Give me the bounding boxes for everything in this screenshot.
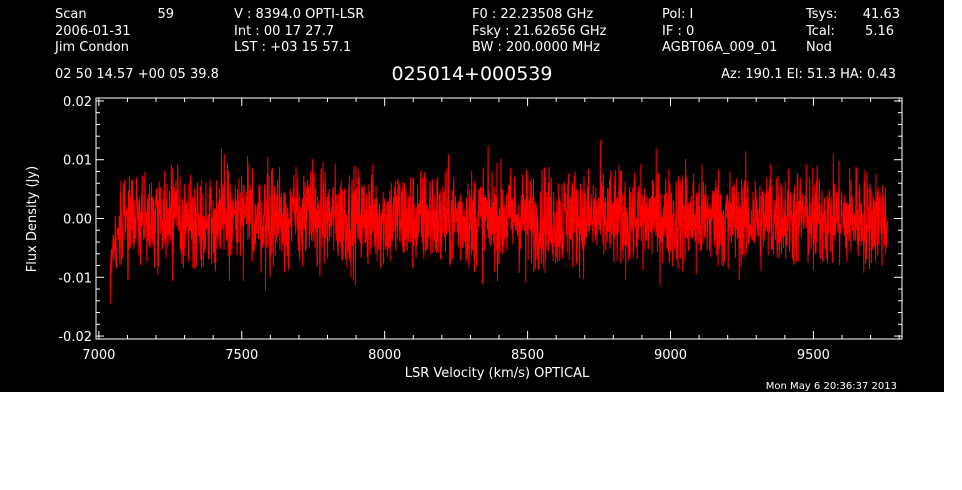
- y-tick-label: 0.02: [63, 95, 92, 110]
- spectrum-line: [109, 140, 889, 304]
- x-tick-label: 8000: [368, 348, 401, 363]
- fsky-info: Fsky : 21.62656 GHz: [472, 24, 607, 39]
- obs-date: 2006-01-31: [55, 24, 131, 39]
- x-tick-label: 7500: [225, 348, 258, 363]
- spectrum-trace: [109, 140, 889, 304]
- y-axis-label: Flux Density (Jy): [25, 166, 40, 272]
- y-tick-label: 0.00: [63, 213, 92, 228]
- ra-dec: 02 50 14.57 +00 05 39.8: [55, 67, 219, 82]
- spectrum-plot: Scan 59 2006-01-31 Jim Condon 02 50 14.5…: [25, 7, 903, 392]
- y-tick-label: -0.01: [58, 271, 92, 286]
- project-id: AGBT06A_009_01: [662, 40, 777, 55]
- tcal-value: 5.16: [865, 24, 894, 39]
- observer-name: Jim Condon: [54, 40, 129, 55]
- if-info: IF : 0: [662, 24, 694, 39]
- x-tick-label: 9000: [654, 348, 687, 363]
- x-tick-label: 7000: [82, 348, 115, 363]
- y-axis: 0.02 0.01 0.00 -0.01 -0.02: [58, 95, 902, 345]
- scan-value: 59: [157, 7, 174, 22]
- y-tick-label: -0.02: [58, 330, 92, 345]
- tsys-value: 41.63: [863, 7, 900, 22]
- procedure-name: Nod: [806, 40, 832, 55]
- scan-label: Scan: [55, 7, 87, 22]
- velocity-info: V : 8394.0 OPTI-LSR: [234, 7, 364, 22]
- x-tick-label: 8500: [511, 348, 544, 363]
- x-axis-label: LSR Velocity (km/s) OPTICAL: [405, 366, 590, 381]
- timestamp: Mon May 6 20:36:37 2013: [766, 381, 897, 392]
- tcal-label: Tcal:: [805, 24, 835, 39]
- pol-info: Pol: I: [662, 7, 693, 22]
- lst-info: LST : +03 15 57.1: [234, 40, 351, 55]
- f0-info: F0 : 22.23508 GHz: [472, 7, 593, 22]
- source-name: 025014+000539: [392, 63, 553, 85]
- x-tick-label: 9500: [797, 348, 830, 363]
- integration-time: Int : 00 17 27.7: [234, 24, 334, 39]
- y-tick-label: 0.01: [63, 154, 92, 169]
- tsys-label: Tsys:: [805, 7, 837, 22]
- x-axis: 7000 7500 8000 8500 9000 9500: [82, 98, 900, 363]
- az-el-ha: Az: 190.1 El: 51.3 HA: 0.43: [721, 67, 896, 82]
- bandwidth-info: BW : 200.0000 MHz: [472, 40, 600, 55]
- plot-panel: Scan 59 2006-01-31 Jim Condon 02 50 14.5…: [0, 0, 944, 392]
